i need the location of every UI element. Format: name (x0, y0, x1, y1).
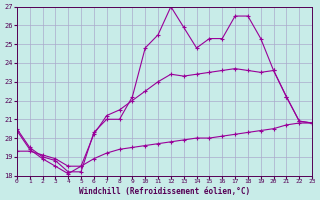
X-axis label: Windchill (Refroidissement éolien,°C): Windchill (Refroidissement éolien,°C) (79, 187, 250, 196)
